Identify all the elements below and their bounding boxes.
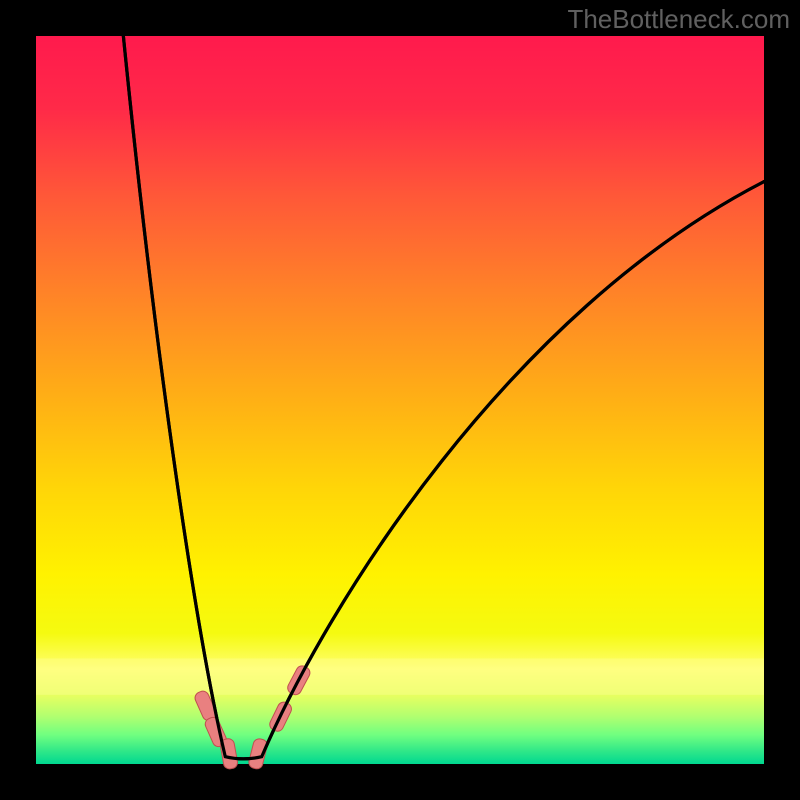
watermark-text: TheBottleneck.com [567,4,790,35]
chart-frame: TheBottleneck.com [0,0,800,800]
bottleneck-chart [0,0,800,800]
light-band [36,658,764,694]
gradient-background [36,36,764,764]
